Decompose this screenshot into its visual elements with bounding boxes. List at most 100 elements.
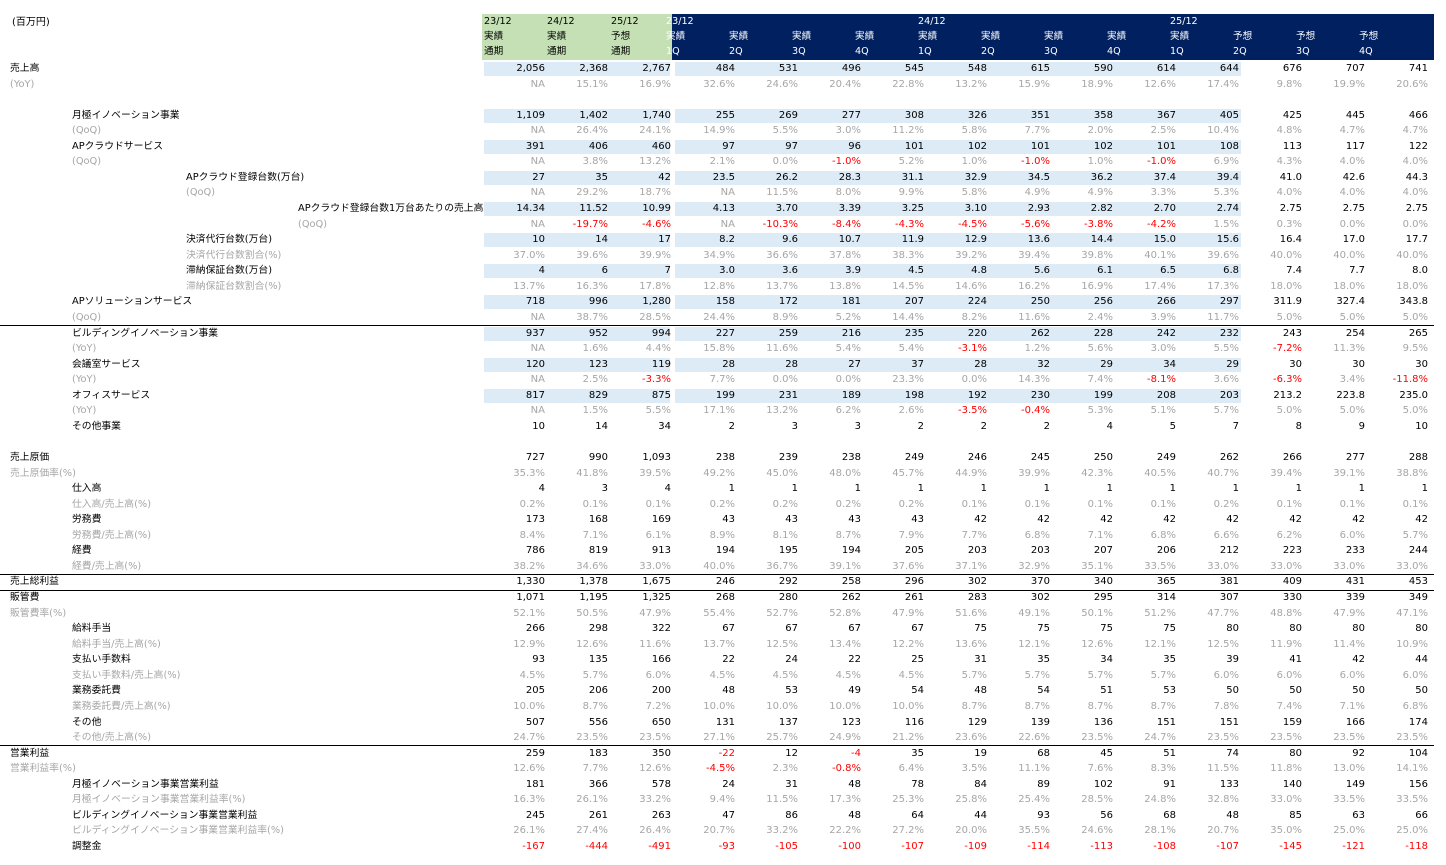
table-cell: -0.4% bbox=[1020, 405, 1050, 417]
table-cell: 266 bbox=[1282, 452, 1302, 463]
table-cell: 4 bbox=[664, 483, 671, 495]
table-cell: 14.4% bbox=[892, 311, 924, 323]
row-label: (QoQ) bbox=[186, 187, 216, 199]
header-type: 実績 bbox=[918, 31, 938, 42]
table-cell: 25.0% bbox=[1396, 825, 1428, 837]
row-label: 営業利益率(%) bbox=[10, 763, 76, 775]
table-cell: 1 bbox=[728, 483, 735, 495]
table-cell: 28.5% bbox=[1081, 794, 1113, 806]
table-cell: 44.9% bbox=[955, 467, 987, 479]
table-cell: 47 bbox=[722, 809, 735, 821]
table-cell: 650 bbox=[651, 716, 671, 728]
table-cell: -105 bbox=[775, 841, 798, 852]
table-cell: 25.4% bbox=[1018, 794, 1050, 806]
table-cell: 104 bbox=[1408, 747, 1428, 759]
table-cell: 8.4% bbox=[519, 529, 545, 541]
row-label: オフィスサービス bbox=[72, 389, 151, 401]
row-highlight bbox=[675, 295, 1241, 310]
table-row: 支払い手数料 93 135 166 22 24 22 25 31 35 34 35 39 41 42 44 bbox=[0, 652, 1446, 668]
table-cell: 11.6% bbox=[766, 343, 798, 355]
table-cell: 24.6% bbox=[766, 78, 798, 90]
table-cell: 2 bbox=[728, 420, 735, 432]
row-label: 滞納保証台数(万台) bbox=[186, 265, 273, 277]
table-cell: 33.0% bbox=[639, 560, 671, 572]
table-cell: 8.7% bbox=[835, 529, 861, 541]
table-cell: 25.7% bbox=[766, 732, 798, 744]
table-cell: 12.6% bbox=[513, 763, 545, 775]
table-cell: 13.7% bbox=[513, 280, 545, 292]
table-cell: 11.5% bbox=[766, 187, 798, 199]
table-cell: 1.0% bbox=[1087, 156, 1113, 168]
table-cell: 7.4 bbox=[1286, 265, 1302, 277]
table-cell: 5.1% bbox=[1150, 405, 1176, 417]
table-cell: 42 bbox=[658, 171, 671, 183]
table-cell: 2.6% bbox=[898, 405, 924, 417]
table-cell: -93 bbox=[718, 841, 735, 852]
ratio-row: 仕入高/売上高(%) 0.2% 0.1% 0.1% 0.2% 0.2% 0.2% 0.2% 0.… bbox=[0, 497, 1446, 513]
table-cell: 50 bbox=[1226, 685, 1239, 697]
table-cell: 232 bbox=[1219, 327, 1239, 339]
table-cell: 2.70 bbox=[1153, 203, 1176, 215]
table-cell: 6.0% bbox=[1213, 669, 1239, 681]
quarter-header-cell: 実績 3Q bbox=[792, 29, 811, 75]
table-cell: 131 bbox=[715, 716, 735, 728]
table-cell: 3 bbox=[791, 420, 798, 432]
table-cell: -107 bbox=[901, 841, 924, 852]
table-cell: 5.7% bbox=[1087, 669, 1113, 681]
table-cell: 40.0% bbox=[1270, 249, 1302, 261]
table-cell: -4.3% bbox=[894, 218, 924, 230]
table-cell: 10 bbox=[532, 234, 545, 246]
table-cell: 50.1% bbox=[1081, 607, 1113, 619]
table-cell: 615 bbox=[1030, 63, 1050, 74]
table-cell: 262 bbox=[1030, 327, 1050, 339]
table-cell: 3.0% bbox=[1150, 343, 1176, 355]
table-cell: 101 bbox=[904, 140, 924, 152]
table-cell: 39.4% bbox=[1018, 249, 1050, 261]
row-label: 給料手当 bbox=[72, 623, 112, 635]
table-cell: 358 bbox=[1093, 109, 1113, 121]
table-cell: 24.7% bbox=[513, 732, 545, 744]
table-cell: 409 bbox=[1282, 576, 1302, 588]
table-cell: 2.75 bbox=[1342, 203, 1365, 215]
table-cell: 12.6% bbox=[576, 638, 608, 650]
table-cell: 63 bbox=[1352, 809, 1365, 821]
table-cell: 2 bbox=[980, 420, 987, 432]
row-label: (QoQ) bbox=[298, 218, 328, 230]
table-cell: 52.8% bbox=[829, 607, 861, 619]
table-cell: 33.0% bbox=[1270, 794, 1302, 806]
table-cell: 39.6% bbox=[1207, 249, 1239, 261]
table-cell: -22 bbox=[718, 747, 735, 759]
table-cell: 8.0 bbox=[1412, 265, 1428, 277]
table-cell: 32.8% bbox=[1207, 794, 1239, 806]
table-cell: 996 bbox=[588, 296, 608, 308]
annual-header-band bbox=[482, 14, 672, 60]
row-highlight bbox=[484, 357, 670, 372]
table-cell: 25.0% bbox=[1333, 825, 1365, 837]
table-cell: 28 bbox=[974, 358, 987, 370]
table-cell: 23.5% bbox=[1396, 732, 1428, 744]
table-cell: 34 bbox=[658, 420, 671, 432]
row-label: (YoY) bbox=[72, 405, 97, 417]
table-row: ビルディングイノベーション事業 937 952 994 227 259 216 235 220 2… bbox=[0, 326, 1446, 342]
table-cell: 129 bbox=[967, 716, 987, 728]
table-cell: 16.9% bbox=[1081, 280, 1113, 292]
table-cell: 28.5% bbox=[639, 311, 671, 323]
table-cell: 12.2% bbox=[892, 638, 924, 650]
table-cell: 80 bbox=[1415, 623, 1428, 635]
ratio-row: その他/売上高(%) 24.7% 23.5% 23.5% 27.1% 25.7% 24.9%… bbox=[0, 730, 1446, 746]
table-cell: 42 bbox=[1100, 514, 1113, 526]
row-label: 業務委託費/売上高(%) bbox=[72, 700, 171, 712]
table-cell: -4.5% bbox=[957, 218, 987, 230]
table-cell: 16.4 bbox=[1279, 234, 1302, 246]
table-cell: 2,767 bbox=[642, 63, 671, 74]
table-cell: 43 bbox=[848, 514, 861, 526]
table-cell: 68 bbox=[1163, 809, 1176, 821]
header-type: 予想 bbox=[1233, 31, 1253, 42]
table-cell: 0.2% bbox=[898, 498, 924, 510]
row-label: 仕入高/売上高(%) bbox=[72, 498, 152, 510]
table-cell: 263 bbox=[651, 809, 671, 821]
table-cell: 223.8 bbox=[1336, 389, 1365, 401]
row-highlight bbox=[675, 326, 1241, 341]
row-label: (QoQ) bbox=[72, 156, 102, 168]
table-cell: 32.9 bbox=[964, 171, 987, 183]
